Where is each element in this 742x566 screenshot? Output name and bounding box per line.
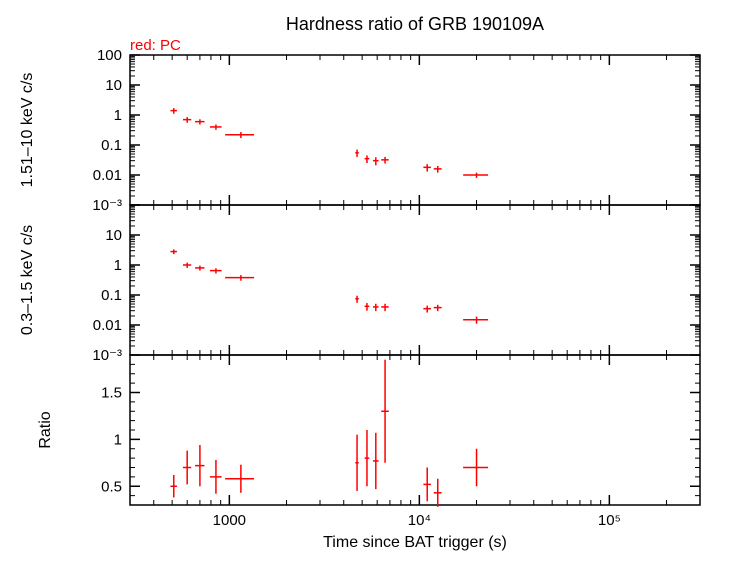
panel-frame <box>130 55 700 205</box>
x-axis-label: Time since BAT trigger (s) <box>323 534 507 551</box>
y-tick-label: 1 <box>114 257 122 274</box>
y-tick-label: 10⁻³ <box>92 347 122 364</box>
y-axis-label: 0.3–1.5 keV c/s <box>19 225 36 335</box>
y-tick-label: 1 <box>114 431 122 448</box>
y-tick-label: 0.01 <box>93 167 122 184</box>
x-tick-label: 10⁴ <box>408 512 431 529</box>
x-tick-label: 10⁵ <box>598 512 621 529</box>
y-tick-label: 0.5 <box>101 478 122 495</box>
y-tick-label: 10⁻³ <box>92 197 122 214</box>
y-axis-label: Ratio <box>37 411 54 448</box>
panel-frame <box>130 205 700 355</box>
y-tick-label: 0.1 <box>101 287 122 304</box>
legend-label: red: PC <box>130 37 181 54</box>
y-tick-label: 1.5 <box>101 385 122 402</box>
y-axis-label: 1.51–10 keV c/s <box>19 73 36 188</box>
y-tick-label: 0.1 <box>101 137 122 154</box>
chart-container: Hardness ratio of GRB 190109A red: PC 10⁻³… <box>0 0 742 566</box>
y-tick-label: 1 <box>114 107 122 124</box>
chart-svg: Hardness ratio of GRB 190109A red: PC 10⁻³… <box>0 0 742 566</box>
y-tick-label: 0.01 <box>93 317 122 334</box>
chart-title: Hardness ratio of GRB 190109A <box>286 14 544 34</box>
y-tick-label: 10 <box>105 77 122 94</box>
y-tick-label: 100 <box>97 47 122 64</box>
x-tick-label: 1000 <box>213 512 246 529</box>
y-tick-label: 10 <box>105 227 122 244</box>
